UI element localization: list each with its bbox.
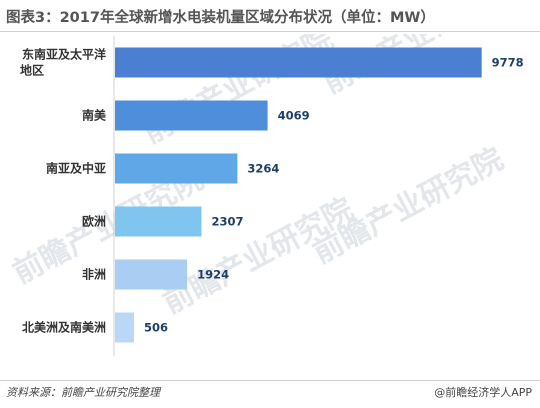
category-label: 北美洲及南美洲	[22, 320, 106, 335]
source-note: 资料来源：前瞻产业研究院整理	[6, 386, 160, 399]
category-label: 南美	[82, 108, 107, 123]
bar-5	[115, 259, 188, 290]
value-label: 4069	[278, 109, 310, 123]
category-label: 非洲	[82, 267, 106, 282]
value-label: 3264	[247, 162, 279, 176]
footer-divider	[0, 380, 540, 381]
value-labels-group: 9778 4069 3264 2307 1924 506	[144, 56, 524, 335]
chart-title: 图表3：2017年全球新增水电装机量区域分布状况（单位：MW）	[6, 10, 435, 26]
bar-6	[115, 312, 134, 343]
value-label: 1924	[197, 268, 229, 282]
bar-2	[115, 100, 268, 131]
bars-group	[115, 47, 482, 343]
brand-credit: @前瞻经济学人APP	[434, 386, 532, 399]
title-divider	[0, 31, 540, 32]
bar-chart: 前瞻产业研究院前瞻产业研究院前瞻产业研究院前瞻产业研究院前瞻产业研究院 东南亚及…	[7, 34, 524, 356]
bar-1	[115, 47, 482, 78]
category-label: 东南亚及太平洋地区	[20, 47, 106, 78]
category-label: 南亚及中亚	[46, 161, 106, 176]
category-label: 欧洲	[82, 214, 106, 229]
value-label: 9778	[492, 56, 524, 70]
bar-4	[115, 206, 202, 237]
value-label: 506	[144, 321, 168, 335]
bar-3	[115, 153, 238, 184]
value-label: 2307	[212, 215, 244, 229]
